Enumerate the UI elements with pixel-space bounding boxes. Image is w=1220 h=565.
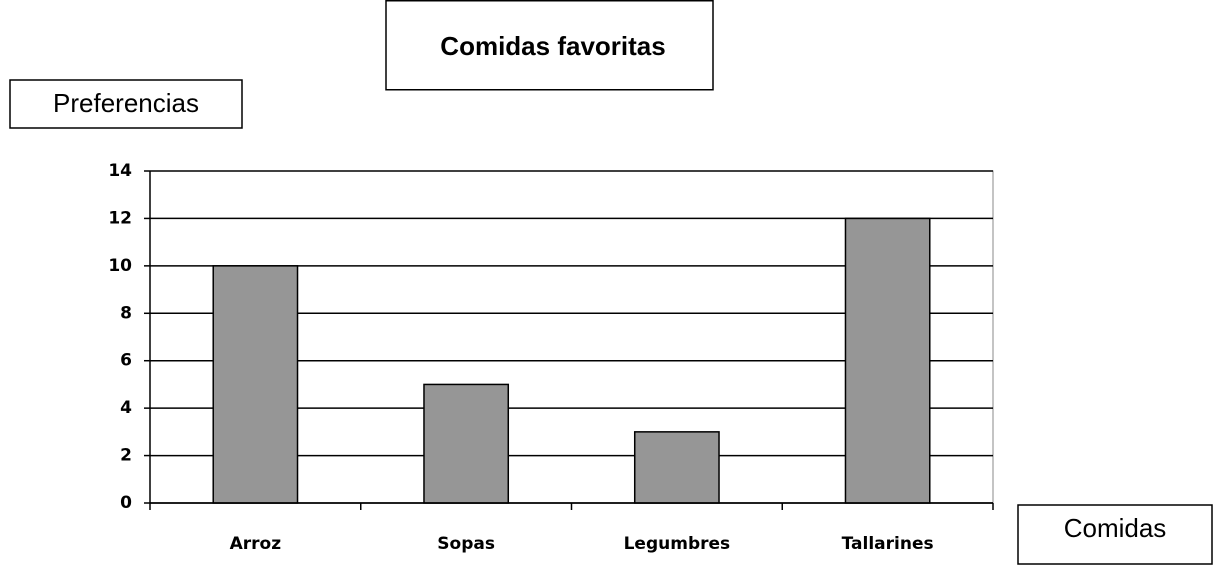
x-tick-label: Legumbres <box>624 534 731 554</box>
x-tick-label: Sopas <box>437 534 495 554</box>
y-tick-label: 2 <box>120 446 132 466</box>
y-tick-label: 6 <box>120 351 132 371</box>
y-label-box <box>9 79 243 129</box>
bar <box>633 431 720 504</box>
bar <box>423 383 510 504</box>
x-tick-label: Arroz <box>230 534 282 554</box>
x-tick-label: Tallarines <box>842 534 934 554</box>
y-tick-label: 10 <box>108 256 132 276</box>
y-tick-label: 14 <box>108 161 132 181</box>
chart-title: Comidas favoritas <box>440 31 665 61</box>
y-tick-label: 4 <box>120 398 132 418</box>
y-tick-label: 12 <box>108 208 132 228</box>
x-axis-label: Comidas <box>1064 513 1167 543</box>
y-axis-label: Preferencias <box>53 88 199 118</box>
bar <box>212 265 299 504</box>
bar <box>844 217 931 504</box>
y-tick-label: 8 <box>120 303 132 323</box>
y-tick-label: 0 <box>120 493 132 513</box>
title-box <box>385 0 714 91</box>
x-label-box <box>1017 504 1213 565</box>
